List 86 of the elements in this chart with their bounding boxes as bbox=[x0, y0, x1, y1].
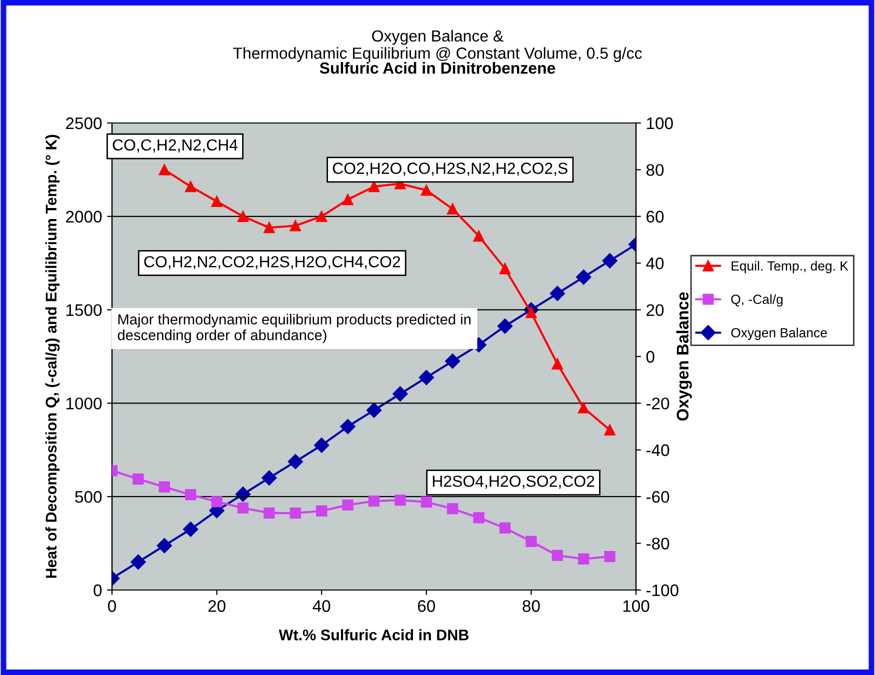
point bbox=[342, 499, 354, 511]
legend-label: Q, -Cal/g bbox=[731, 294, 783, 307]
x-tick-label: 60 bbox=[418, 600, 436, 612]
y2-tick-label: -40 bbox=[646, 444, 670, 456]
x-axis-title: Wt.% Sulfuric Acid in DNB bbox=[278, 629, 469, 640]
y2-tick-label: 40 bbox=[646, 258, 664, 270]
x-tick-label: 100 bbox=[623, 600, 650, 612]
y2-tick-label: 100 bbox=[646, 117, 673, 130]
point bbox=[290, 220, 301, 232]
annotation: H2SO4,H2O,SO2,CO2 bbox=[432, 476, 594, 489]
y2-tick-label: 80 bbox=[646, 164, 664, 176]
y-tick-label: 500 bbox=[75, 491, 102, 503]
point bbox=[499, 522, 511, 534]
point bbox=[473, 230, 484, 242]
point bbox=[340, 418, 356, 434]
point bbox=[578, 402, 590, 414]
y2-tick-label: 0 bbox=[646, 350, 654, 363]
point bbox=[497, 318, 513, 334]
point bbox=[130, 554, 146, 570]
legend-label: Oxygen Balance bbox=[731, 328, 827, 340]
point bbox=[550, 286, 565, 302]
point bbox=[552, 550, 563, 561]
y-tick-label: 1000 bbox=[66, 398, 102, 410]
point bbox=[420, 184, 432, 196]
point bbox=[183, 522, 198, 537]
y2-tick-label: -80 bbox=[646, 538, 670, 550]
point bbox=[552, 358, 563, 370]
point bbox=[316, 505, 328, 517]
y2-tick-label: -20 bbox=[646, 398, 670, 410]
y-tick-label: 2500 bbox=[66, 117, 102, 130]
x-tick-label: 0 bbox=[108, 600, 116, 612]
point bbox=[447, 203, 458, 214]
x-tick-label: 40 bbox=[312, 600, 330, 612]
point bbox=[418, 370, 434, 386]
x-tick-label: 80 bbox=[522, 600, 540, 612]
point bbox=[211, 196, 222, 208]
point bbox=[604, 424, 616, 436]
point bbox=[392, 386, 408, 402]
point bbox=[237, 502, 249, 514]
y2-tick-label: -60 bbox=[646, 491, 670, 503]
point bbox=[447, 503, 458, 514]
point bbox=[288, 454, 303, 470]
point bbox=[290, 507, 301, 519]
y2-tick-label: 20 bbox=[646, 304, 664, 316]
x-tick-label: 20 bbox=[208, 600, 226, 612]
annotation: Major thermodynamic equilibrium products predicted in descending order of abundance) bbox=[118, 314, 470, 344]
point bbox=[420, 496, 432, 508]
point bbox=[578, 553, 590, 565]
y-tick-label: 0 bbox=[94, 584, 102, 596]
point bbox=[158, 481, 170, 492]
point bbox=[576, 270, 592, 285]
point bbox=[264, 507, 275, 519]
point bbox=[604, 551, 616, 562]
point bbox=[316, 210, 328, 222]
point bbox=[264, 222, 275, 234]
point bbox=[156, 538, 172, 554]
point bbox=[235, 486, 251, 502]
point bbox=[185, 489, 196, 500]
annotation: CO,H2,N2,CO2,H2S,H2O,CH4,CO2 bbox=[144, 256, 400, 270]
point bbox=[602, 253, 618, 268]
chart-subtitle: Sulfuric Acid in Dinitrobenzene bbox=[320, 62, 556, 74]
point bbox=[368, 496, 380, 507]
y2-tick-label: -100 bbox=[646, 584, 678, 596]
y2-axis-title: Oxygen Balance bbox=[676, 292, 692, 421]
point bbox=[158, 164, 170, 176]
point bbox=[211, 496, 222, 508]
point bbox=[185, 180, 196, 192]
point bbox=[366, 402, 382, 418]
point bbox=[526, 536, 537, 547]
y-axis-title: Heat of Decomposition Q, (-cal/g) and Equilibrium Temp. (° K) bbox=[45, 134, 60, 578]
point bbox=[499, 263, 511, 274]
point bbox=[342, 194, 354, 206]
point bbox=[445, 354, 460, 369]
point bbox=[237, 210, 249, 222]
point bbox=[314, 438, 330, 453]
y2-tick-label: 60 bbox=[646, 210, 664, 223]
point bbox=[262, 470, 277, 486]
point bbox=[132, 473, 144, 485]
y-tick-label: 1500 bbox=[66, 304, 102, 316]
y-tick-label: 2000 bbox=[66, 210, 102, 223]
point bbox=[473, 512, 484, 524]
legend-label: Equil. Temp., deg. K bbox=[732, 260, 848, 274]
point bbox=[394, 494, 406, 506]
annotation: CO2,H2O,CO,H2S,N2,H2,CO2,S bbox=[332, 162, 568, 176]
annotation: CO,C,H2,N2,CH4 bbox=[112, 139, 238, 153]
chart-title: Oxygen Balance & Thermodynamic Equilibrium @ Constant Volume, 0.5 g/cc bbox=[233, 30, 642, 62]
